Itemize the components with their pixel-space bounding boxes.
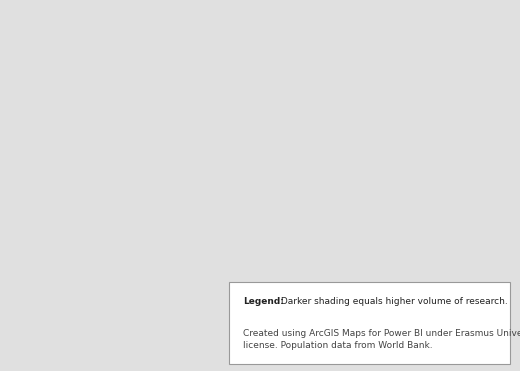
FancyBboxPatch shape bbox=[229, 282, 510, 364]
Text: Created using ArcGIS Maps for Power BI under Erasmus University Rotterdam
licens: Created using ArcGIS Maps for Power BI u… bbox=[243, 329, 520, 350]
Text: Legend:: Legend: bbox=[243, 297, 284, 306]
Text: Darker shading equals higher volume of research.: Darker shading equals higher volume of r… bbox=[278, 297, 508, 306]
